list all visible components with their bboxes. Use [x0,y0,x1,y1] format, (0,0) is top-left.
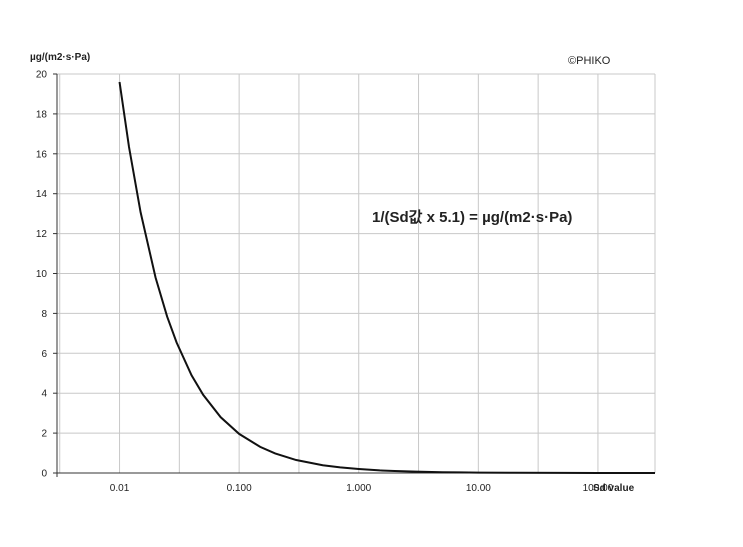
y-tick-label: 16 [36,149,48,160]
x-tick-label: 10.00 [466,483,491,494]
y-tick-label: 14 [36,189,48,200]
y-tick-label: 2 [41,429,47,440]
y-tick-label: 8 [41,309,47,320]
x-tick-label: 0.100 [227,483,252,494]
watermark: ©PHIKO [568,55,611,67]
y-tick-label: 6 [41,349,47,360]
grid [57,73,656,473]
y-tick-label: 4 [41,389,47,400]
y-tick-label: 10 [36,269,48,280]
y-tick-label: 12 [36,229,48,240]
x-tick-label: 0.01 [110,483,130,494]
axes [53,73,655,477]
y-axis-label: µg/(m2·s·Pa) [30,52,90,63]
y-tick-label: 18 [36,109,48,120]
x-tick-label: 1.000 [346,483,371,494]
tick-labels: 0 2 4 6 8 10 12 14 16 18 20 0.01 0.100 1.000 10.00 100.… [36,70,614,495]
series-line [118,81,656,474]
y-tick-label: 0 [41,469,47,480]
y-tick-label: 20 [36,70,48,81]
x-axis-label: Sd value [593,483,635,494]
x-tick-label: 100.00 [583,483,614,494]
formula-annotation: 1/(Sd값 x 5.1) = µg/(m2·s·Pa) [372,208,572,226]
